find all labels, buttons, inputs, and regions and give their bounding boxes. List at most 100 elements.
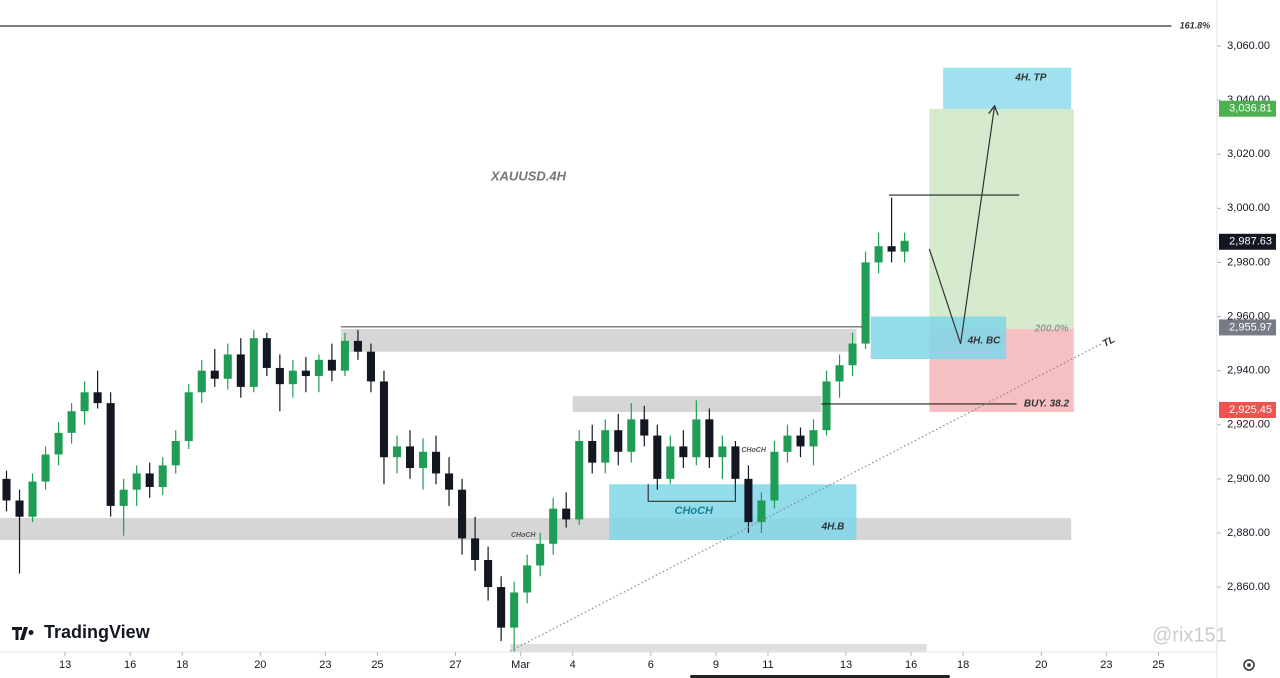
candle-body [796, 435, 805, 447]
candle-body [497, 587, 506, 628]
x-tick-label: 16 [905, 659, 917, 671]
candle-body [562, 508, 571, 520]
x-tick-label: 18 [176, 659, 188, 671]
candle-body [458, 489, 467, 539]
candle-body [405, 446, 415, 469]
candle-body [471, 538, 480, 561]
candle-body [275, 367, 284, 385]
trend-line [509, 343, 1102, 652]
price-badge [1219, 100, 1276, 117]
candle-body [874, 246, 883, 263]
candle-body [80, 392, 89, 412]
y-tick-label: 2,900.00 [1227, 473, 1270, 485]
y-tick-label: 2,940.00 [1227, 365, 1270, 377]
candle-body [236, 354, 245, 387]
plot-area: XAUUSD.4H 4H. TP 4H. BC 200.0% BUY. 38.2 CHoC… [0, 20, 1210, 652]
candle-body [731, 446, 740, 479]
annotation: 4H.B [821, 522, 845, 533]
candle-body [119, 489, 128, 506]
x-tick-label: 13 [59, 659, 71, 671]
annotation: 161.8% [1180, 20, 1211, 30]
annotation: 4H. TP [1014, 73, 1046, 84]
x-tick-label: 4 [570, 659, 576, 671]
candle-body [54, 432, 63, 455]
logo: TradingView [12, 622, 151, 642]
candle-body [197, 370, 206, 393]
annotation: XAUUSD.4H [490, 168, 567, 183]
price-badge-label: 2,925.45 [1229, 404, 1272, 416]
settings-gear[interactable] [1243, 659, 1255, 671]
candle-body [158, 465, 167, 487]
zone [341, 328, 857, 352]
x-tick-label: 25 [1152, 659, 1164, 671]
y-tick-label: 3,060.00 [1227, 40, 1270, 52]
candle-body [28, 481, 37, 517]
candle-body [835, 365, 844, 382]
candle-body [145, 473, 154, 487]
candle-body [848, 343, 857, 366]
candle-body [757, 500, 766, 523]
y-tick-label: 3,000.00 [1227, 202, 1270, 214]
x-tick-label: 20 [1035, 659, 1047, 671]
zone [0, 518, 1072, 540]
drawing-line [647, 484, 737, 502]
annotation: CHoCH [675, 505, 715, 517]
candle-body [184, 392, 193, 441]
x-tick-label: 11 [762, 659, 773, 671]
settings-gear-center[interactable] [1247, 663, 1251, 667]
logo-text: TradingView [44, 622, 151, 642]
candle-body [809, 430, 818, 447]
candle-body [353, 340, 362, 352]
x-tick-label: 16 [124, 659, 136, 671]
x-tick-label: 23 [1100, 659, 1112, 671]
zone [510, 643, 927, 652]
zone [609, 484, 857, 540]
candle-body [132, 473, 141, 490]
drawing-line [928, 107, 994, 345]
bottom-bar [690, 675, 950, 678]
y-tick-label: 2,860.00 [1227, 581, 1270, 593]
candle-body [93, 392, 102, 404]
candle-body [392, 446, 402, 458]
annotation: CHoCH [741, 447, 766, 454]
zone [870, 316, 1007, 360]
candle-body [627, 419, 636, 452]
zone [572, 396, 822, 413]
x-tick-label: 27 [449, 659, 461, 671]
x-tick-label: 13 [840, 659, 852, 671]
x-tick-label: 20 [254, 659, 266, 671]
candle-body [718, 446, 727, 458]
candle-body [549, 508, 558, 544]
candle-body [484, 560, 493, 588]
candle-body [249, 338, 258, 387]
annotation: TL [1101, 334, 1117, 349]
candle-body [705, 419, 714, 458]
price-badge [1219, 319, 1276, 336]
annotation: 4H. BC [967, 336, 1002, 347]
candle-body [340, 340, 349, 371]
watermark: @rix151 [1152, 624, 1227, 646]
price-badge-label: 2,987.63 [1229, 236, 1272, 248]
candle-body [301, 370, 310, 377]
x-tick-label: 23 [319, 659, 331, 671]
candle-body [210, 370, 219, 379]
candle-body [887, 246, 896, 252]
candle-body [614, 430, 623, 452]
candle-body [575, 440, 584, 520]
candle-body [15, 500, 24, 517]
candle-body [366, 351, 375, 382]
y-tick-label: 2,880.00 [1227, 527, 1270, 539]
candle-body [900, 240, 909, 252]
candle-body [666, 446, 675, 479]
candle-body [41, 454, 50, 482]
logo-icon [12, 627, 34, 640]
candle-body [588, 440, 597, 463]
annotation: BUY. 38.2 [1024, 399, 1070, 410]
candle-body [418, 451, 428, 469]
candle-body [445, 473, 454, 490]
x-tick-label: 18 [957, 659, 969, 671]
candle-body [822, 381, 831, 431]
settings-icon[interactable] [1243, 659, 1255, 671]
price-badge-label: 2,955.97 [1229, 321, 1272, 333]
